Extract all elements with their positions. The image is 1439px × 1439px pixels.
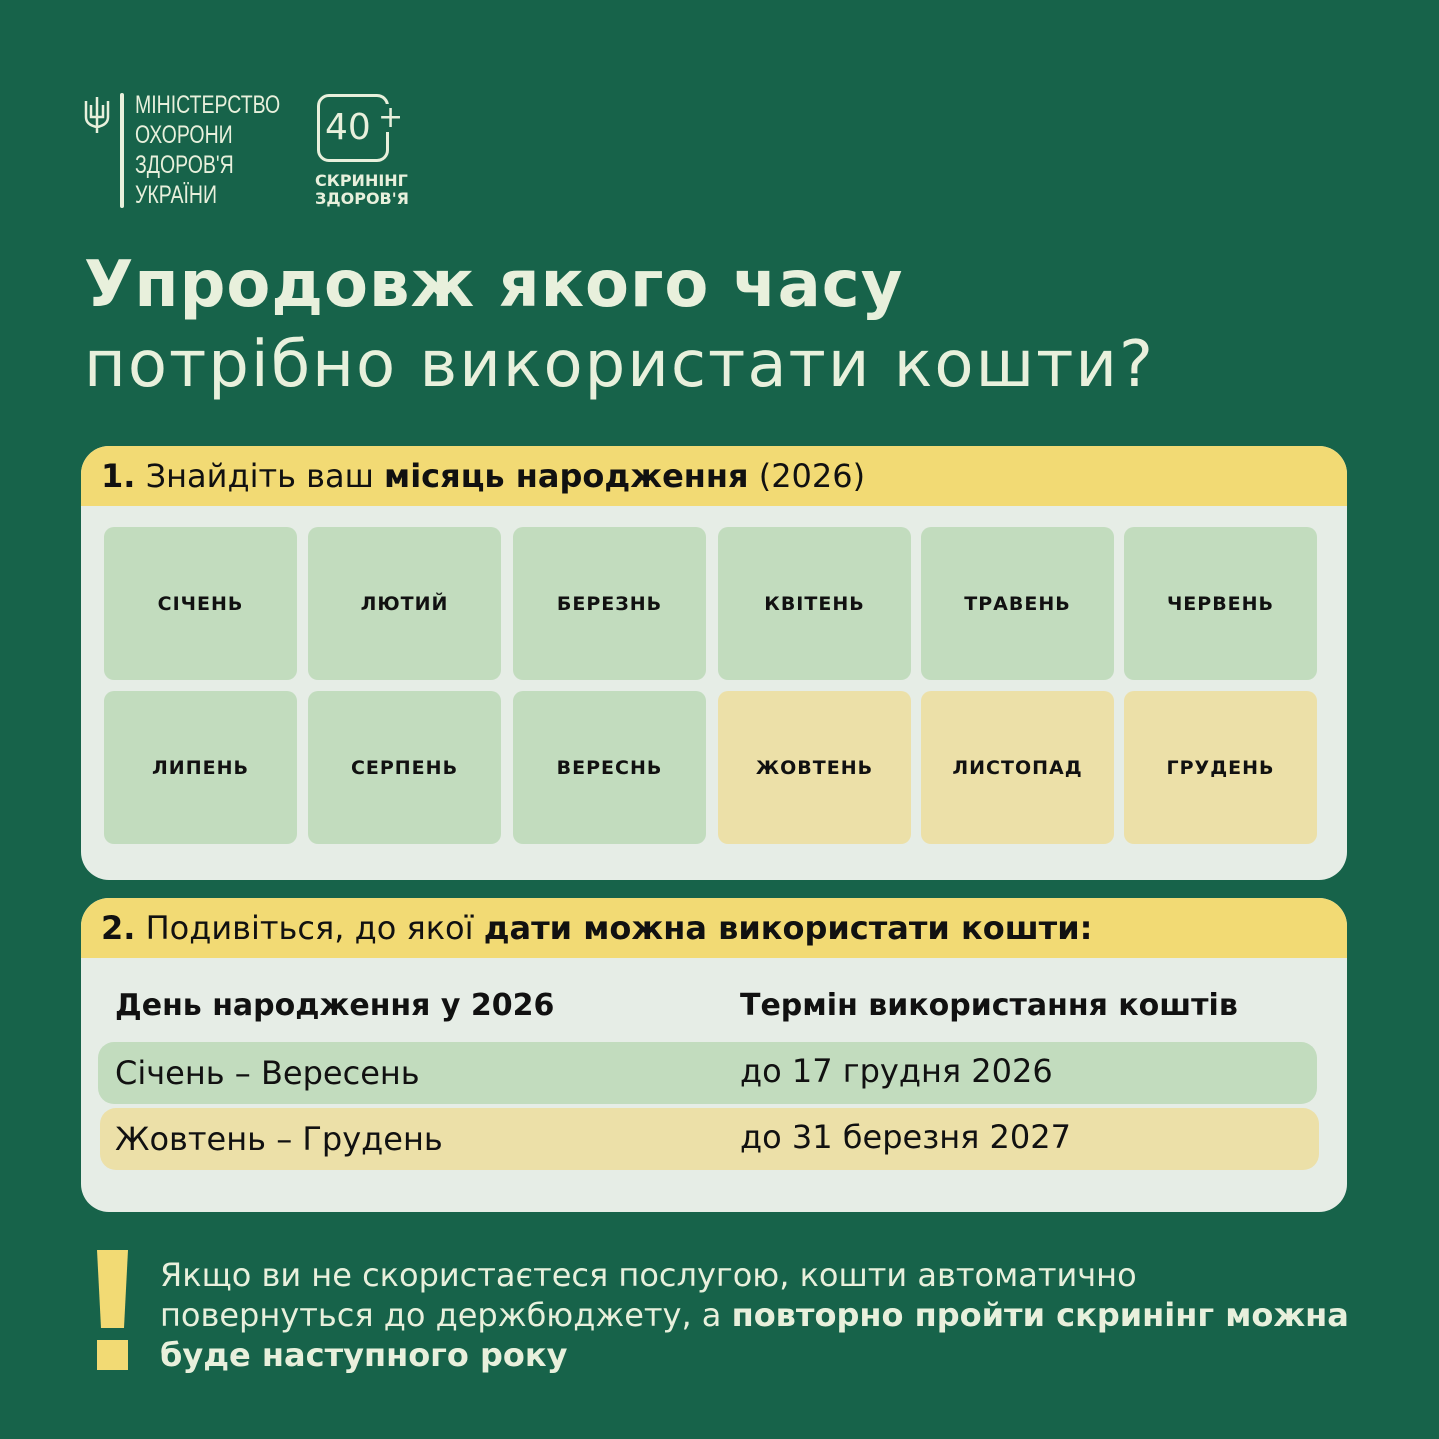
ministry-line: УКРАЇНИ [135, 181, 217, 209]
plus-icon: + [376, 100, 406, 135]
month-cell: ГРУДЕНЬ [1124, 691, 1317, 844]
ministry-line: ЗДОРОВ'Я [135, 151, 234, 179]
step2-header: 2. Подивіться, до якої дати можна викори… [81, 898, 1347, 958]
column-header-birthday: День народження у 2026 [115, 988, 555, 1023]
page-title: Упродовж якого часу [84, 248, 904, 322]
month-cell: ТРАВЕНЬ [921, 527, 1114, 680]
exclamation-icon [97, 1250, 128, 1370]
month-cell: ЖОВТЕНЬ [718, 691, 911, 844]
period-cell: Жовтень – Грудень [115, 1120, 443, 1158]
warning-note: Якщо ви не скористаєтеся послугою, кошти… [160, 1256, 1349, 1374]
step1-panel: 1. Знайдіть ваш місяць народження (2026)… [81, 446, 1347, 880]
month-cell: ЛИПЕНЬ [104, 691, 297, 844]
month-cell: ЧЕРВЕНЬ [1124, 527, 1317, 680]
trident-logo-icon [84, 97, 110, 133]
table-row: Січень – Вересень до 17 грудня 2026 [98, 1042, 1317, 1104]
column-header-deadline: Термін використання коштів [740, 988, 1238, 1023]
month-cell: БЕРЕЗНЬ [513, 527, 706, 680]
month-cell: ВЕРЕСНЬ [513, 691, 706, 844]
ministry-line: ОХОРОНИ [135, 121, 233, 149]
step1-header: 1. Знайдіть ваш місяць народження (2026) [81, 446, 1347, 506]
screening-logo-text: СКРИНІНГ ЗДОРОВ'Я [315, 172, 409, 208]
screening-line: ЗДОРОВ'Я [315, 189, 409, 208]
month-cell: СІЧЕНЬ [104, 527, 297, 680]
month-cell: СЕРПЕНЬ [308, 691, 501, 844]
page-subtitle: потрібно використати кошти? [84, 328, 1155, 402]
ministry-line: МІНІСТЕРСТВО [135, 91, 281, 119]
month-cell: КВІТЕНЬ [718, 527, 911, 680]
table-row: Жовтень – Грудень до 31 березня 2027 [100, 1108, 1319, 1170]
deadline-cell: до 17 грудня 2026 [740, 1052, 1053, 1090]
month-cell: ЛИСТОПАД [921, 691, 1114, 844]
month-cell: ЛЮТИЙ [308, 527, 501, 680]
period-cell: Січень – Вересень [115, 1054, 420, 1092]
screening-line: СКРИНІНГ [315, 171, 408, 190]
step2-panel: 2. Подивіться, до якої дати можна викори… [81, 898, 1347, 1212]
ministry-logo-text: МІНІСТЕРСТВО ОХОРОНИ ЗДОРОВ'Я УКРАЇНИ [135, 90, 280, 210]
logo-divider [120, 93, 124, 208]
deadline-cell: до 31 березня 2027 [740, 1118, 1071, 1156]
